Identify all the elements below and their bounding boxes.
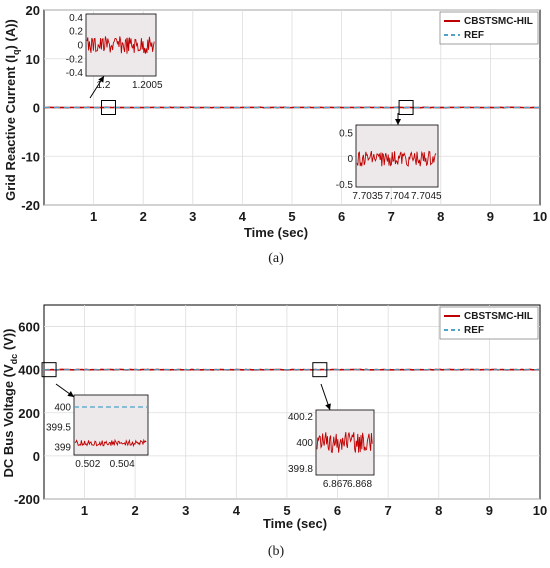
legend-label-ref-a: REF bbox=[464, 30, 484, 41]
xtick-label-10-a: 10 bbox=[533, 209, 547, 224]
zoom-arrowhead-2-a bbox=[395, 119, 401, 125]
ylabel-b: DC Bus Voltage (Vdc (V)) bbox=[1, 329, 19, 478]
panel-a: 1 2 3 4 5 6 7 8 9 10 -20 -10 0 10 20 0.4 0.2 0 -0.2 -0.4 1.… bbox=[3, 3, 547, 266]
xlabel-b: Time (sec) bbox=[263, 516, 327, 531]
inset-xtick-2-b: 6.868 bbox=[347, 479, 372, 490]
inset-ytick-1-b: 399 bbox=[54, 443, 71, 454]
xtick-label-8-a: 8 bbox=[437, 209, 444, 224]
zoom-markers-b bbox=[41, 362, 331, 411]
inset-ytick-1-a: 0.2 bbox=[69, 27, 83, 38]
xtick-label-7-b: 7 bbox=[385, 503, 392, 518]
xtick-label-4-b: 4 bbox=[233, 503, 241, 518]
legend-label-cbstsmc-a: CBSTSMC-HIL bbox=[464, 16, 533, 27]
ytick-label-400-b: 400 bbox=[18, 363, 40, 378]
inset-xtick-1-b: 0.502 bbox=[75, 459, 100, 470]
legend-a: CBSTSMC-HIL REF bbox=[439, 11, 539, 45]
inset-1-a: 0.4 0.2 0 -0.2 -0.4 1.2 1.2005 bbox=[66, 13, 163, 91]
zoom-marker-1-a bbox=[100, 100, 116, 115]
inset-xtick-2-b: 6.867 bbox=[323, 479, 348, 490]
caption-a: (a) bbox=[268, 251, 284, 266]
xtick-label-7-a: 7 bbox=[388, 209, 395, 224]
inset-signal-1-a bbox=[86, 36, 155, 54]
inset-ytick-1-b: 400 bbox=[54, 403, 71, 414]
inset-xtick-1-a: 1.2 bbox=[97, 80, 111, 91]
panel-b: 1 2 3 4 5 6 7 8 9 10 -200 0 200 400 600 400 399.5 399 0.5… bbox=[1, 304, 547, 559]
inset-signal-1-b bbox=[74, 438, 147, 448]
xtick-label-9-b: 9 bbox=[486, 503, 493, 518]
ytick-label-10-a: 10 bbox=[26, 52, 40, 67]
zoom-arrowhead-1-b bbox=[67, 391, 74, 397]
ticks-b: 1 2 3 4 5 6 7 8 9 10 -200 0 200 400 600 bbox=[14, 320, 547, 518]
caption-b: (b) bbox=[268, 544, 285, 559]
zoom-arrowhead-1-a bbox=[98, 76, 104, 83]
inset-ytick-1-a: 0.4 bbox=[69, 13, 83, 24]
xtick-label-3-a: 3 bbox=[189, 209, 196, 224]
inset-xtick-2-a: 7.7035 bbox=[352, 191, 383, 202]
xtick-label-1-a: 1 bbox=[90, 209, 97, 224]
inset-ytick-2-b: 400 bbox=[296, 438, 313, 449]
inset-xtick-2-a: 7.7045 bbox=[411, 191, 442, 202]
inset-ytick-2-a: 0.5 bbox=[339, 128, 353, 139]
xtick-label-3-b: 3 bbox=[182, 503, 189, 518]
inset-2-b: 400.2 400 399.8 6.867 6.868 bbox=[288, 409, 375, 490]
inset-frame-2-b bbox=[315, 409, 375, 476]
zoom-arrowhead-2-b bbox=[325, 403, 331, 410]
inset-1-b: 400 399.5 399 0.502 0.504 bbox=[46, 394, 149, 470]
ytick-label-0-b: 0 bbox=[33, 449, 40, 464]
xtick-label-1-b: 1 bbox=[81, 503, 88, 518]
inset-frame-2-a bbox=[355, 124, 439, 188]
xtick-label-2-b: 2 bbox=[131, 503, 138, 518]
ytick-label--20-a: -20 bbox=[21, 198, 40, 213]
ytick-label-200-b: 200 bbox=[18, 406, 40, 421]
xtick-label-5-b: 5 bbox=[283, 503, 290, 518]
legend-box-b bbox=[439, 306, 539, 340]
xtick-label-4-a: 4 bbox=[239, 209, 247, 224]
ytick-label-0-a: 0 bbox=[33, 101, 40, 116]
xtick-label-9-a: 9 bbox=[487, 209, 494, 224]
inset-xtick-1-a: 1.2005 bbox=[132, 80, 163, 91]
inset-ytick-1-a: -0.4 bbox=[66, 68, 84, 79]
insets-b: 400 399.5 399 0.502 0.504 400.2 400 399.8 6.867 6… bbox=[46, 394, 375, 490]
xtick-label-2-a: 2 bbox=[140, 209, 147, 224]
zoom-markers-a bbox=[89, 75, 414, 125]
inset-signal-2-a bbox=[356, 150, 437, 167]
xtick-label-6-b: 6 bbox=[334, 503, 341, 518]
inset-ytick-2-b: 400.2 bbox=[288, 412, 313, 423]
inset-signal-2-b bbox=[316, 432, 373, 454]
inset-ytick-1-a: -0.2 bbox=[66, 54, 84, 65]
xtick-label-6-a: 6 bbox=[338, 209, 345, 224]
zoom-marker-1-b bbox=[41, 362, 57, 378]
ytick-label--200-b: -200 bbox=[14, 492, 40, 507]
inset-xtick-2-a: 7.704 bbox=[384, 191, 409, 202]
zoom-marker-2-b bbox=[312, 362, 328, 378]
inset-ytick-1-a: 0 bbox=[77, 41, 83, 52]
xlabel-a: Time (sec) bbox=[244, 225, 308, 240]
xtick-label-8-b: 8 bbox=[435, 503, 442, 518]
xtick-label-5-a: 5 bbox=[288, 209, 295, 224]
ylabel-a: Grid Reactive Current (Iq) (A)) bbox=[3, 19, 21, 201]
legend-box-a bbox=[439, 11, 539, 45]
legend-label-ref-b: REF bbox=[464, 325, 484, 336]
legend-b: CBSTSMC-HIL REF bbox=[439, 306, 539, 340]
xtick-label-10-b: 10 bbox=[533, 503, 547, 518]
ytick-label-600-b: 600 bbox=[18, 320, 40, 335]
inset-ytick-2-a: 0 bbox=[347, 154, 353, 165]
zoom-marker-2-a bbox=[398, 100, 414, 115]
legend-label-cbstsmc-b: CBSTSMC-HIL bbox=[464, 311, 533, 322]
inset-frame-1-b bbox=[73, 394, 149, 456]
inset-ytick-1-b: 399.5 bbox=[46, 423, 71, 434]
inset-ytick-2-b: 399.8 bbox=[288, 464, 313, 475]
ytick-label--10-a: -10 bbox=[21, 149, 40, 164]
inset-xtick-1-b: 0.504 bbox=[110, 459, 135, 470]
inset-ytick-2-a: -0.5 bbox=[336, 180, 354, 191]
ytick-label-20-a: 20 bbox=[26, 3, 40, 18]
ticks-a: 1 2 3 4 5 6 7 8 9 10 -20 -10 0 10 20 bbox=[21, 3, 547, 224]
inset-2-a: 0.5 0 -0.57.7035 7.704 7.7045 bbox=[336, 124, 442, 202]
